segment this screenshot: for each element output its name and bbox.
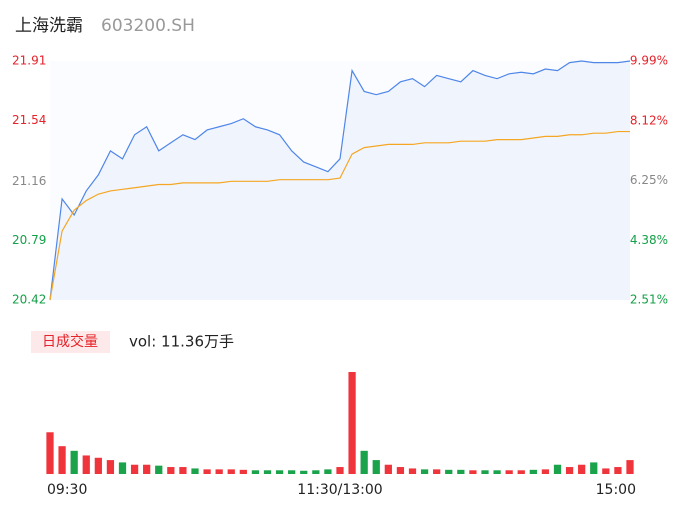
volume-bar bbox=[553, 464, 562, 474]
volume-bar bbox=[348, 372, 356, 474]
volume-bar bbox=[565, 467, 574, 474]
x-tick-label: 11:30/13:00 bbox=[297, 482, 382, 498]
volume-bar bbox=[481, 470, 489, 474]
volume-label: 日成交量 bbox=[42, 333, 98, 350]
x-tick-label: 15:00 bbox=[596, 482, 636, 498]
price-area bbox=[50, 61, 630, 300]
y-tick-label: 21.54 bbox=[12, 113, 46, 127]
y2-tick-label: 6.25% bbox=[630, 173, 668, 187]
volume-bar bbox=[227, 469, 235, 474]
volume-bar bbox=[70, 450, 78, 474]
y-tick-label: 20.42 bbox=[12, 293, 46, 307]
volume-bar bbox=[263, 470, 272, 474]
volume-bar bbox=[372, 460, 380, 474]
y2-tick-label: 8.12% bbox=[630, 113, 668, 127]
volume-bar bbox=[336, 467, 344, 474]
volume-bar bbox=[143, 464, 151, 474]
volume-bar bbox=[493, 470, 501, 474]
volume-bar bbox=[155, 465, 163, 474]
stock-name: 上海洗霸 bbox=[15, 16, 83, 36]
volume-bar bbox=[167, 467, 175, 474]
volume-bar bbox=[324, 469, 332, 474]
volume-bar bbox=[106, 460, 115, 474]
volume-bar bbox=[275, 470, 284, 474]
price-line bbox=[49, 60, 631, 301]
volume-bar bbox=[517, 470, 525, 474]
volume-bar bbox=[396, 467, 405, 474]
volume-bar bbox=[433, 469, 441, 474]
y2-tick-label: 2.51% bbox=[630, 293, 668, 307]
volume-bar bbox=[130, 464, 139, 474]
volume-bar bbox=[469, 470, 477, 474]
volume-bar bbox=[94, 457, 102, 474]
volume-bar bbox=[58, 446, 66, 474]
volume-bar bbox=[46, 432, 54, 474]
volume-bar bbox=[626, 460, 634, 474]
volume-bar bbox=[215, 469, 223, 474]
volume-bar bbox=[251, 470, 260, 474]
volume-label-box bbox=[31, 331, 110, 353]
volume-bar bbox=[408, 468, 417, 474]
volume-bar bbox=[288, 470, 296, 474]
volume-bar bbox=[118, 462, 127, 474]
volume-bar bbox=[529, 469, 537, 474]
volume-bar bbox=[614, 467, 622, 474]
volume-bar bbox=[445, 469, 453, 474]
volume-bar bbox=[82, 455, 90, 474]
volume-bar bbox=[602, 468, 610, 474]
volume-bar bbox=[457, 469, 465, 474]
y-tick-label: 21.16 bbox=[12, 174, 46, 188]
volume-total: vol: 11.36万手 bbox=[129, 333, 234, 351]
volume-bar bbox=[505, 470, 513, 474]
stock-code: 603200.SH bbox=[101, 16, 195, 36]
volume-bar bbox=[203, 469, 211, 474]
volume-bar bbox=[384, 464, 392, 474]
average-line bbox=[49, 130, 630, 301]
volume-bar bbox=[360, 450, 368, 474]
volume-bar bbox=[300, 470, 308, 474]
volume-bar bbox=[191, 468, 199, 474]
y2-tick-label: 9.99% bbox=[630, 54, 668, 68]
volume-bar bbox=[541, 469, 550, 474]
y-tick-label: 21.91 bbox=[12, 54, 46, 68]
volume-bar bbox=[590, 462, 598, 474]
volume-bar bbox=[420, 469, 429, 474]
volume-bar bbox=[179, 467, 187, 474]
volume-bar bbox=[239, 469, 247, 474]
y2-tick-label: 4.38% bbox=[630, 233, 668, 247]
volume-bar bbox=[578, 464, 586, 474]
x-tick-label: 09:30 bbox=[47, 482, 87, 498]
volume-bar bbox=[312, 470, 320, 474]
y-tick-label: 20.79 bbox=[12, 233, 46, 247]
